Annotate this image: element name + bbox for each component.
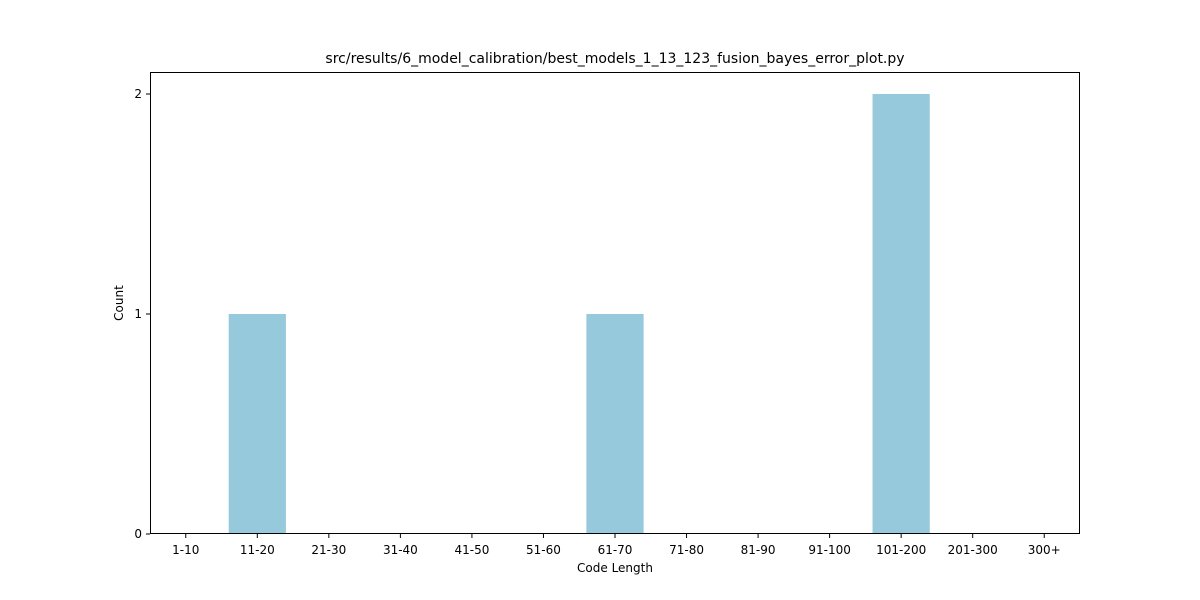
y-tick-label: 0: [134, 527, 142, 541]
bar-11-20: [228, 314, 286, 534]
x-tick-label: 41-50: [454, 543, 489, 557]
x-tick-label: 201-300: [948, 543, 998, 557]
x-tick-label: 71-80: [669, 543, 704, 557]
bar-101-200: [872, 94, 930, 534]
y-tick-label: 2: [134, 87, 142, 101]
y-tick-label: 1: [134, 307, 142, 321]
x-tick-label: 1-10: [172, 543, 199, 557]
x-axis-label: Code Length: [577, 561, 653, 575]
x-axis-ticks: 1-10 11-20 21-30 31-40 41-50 51-60 61-70 71-80 8…: [172, 534, 1061, 557]
y-axis-ticks: 0 1 2: [134, 87, 150, 541]
x-tick-label: 51-60: [526, 543, 561, 557]
y-axis-label: Count: [112, 285, 126, 321]
x-tick-label: 300+: [1028, 543, 1061, 557]
plot-frame: [150, 72, 1080, 534]
x-tick-label: 81-90: [741, 543, 776, 557]
x-tick-label: 61-70: [598, 543, 633, 557]
x-tick-label: 21-30: [311, 543, 346, 557]
x-tick-label: 11-20: [240, 543, 275, 557]
x-tick-label: 31-40: [383, 543, 418, 557]
bar-61-70: [586, 314, 644, 534]
x-tick-label: 91-100: [808, 543, 851, 557]
x-tick-label: 101-200: [876, 543, 926, 557]
bars-group: [228, 94, 930, 534]
chart-title: src/results/6_model_calibration/best_mod…: [325, 51, 904, 67]
